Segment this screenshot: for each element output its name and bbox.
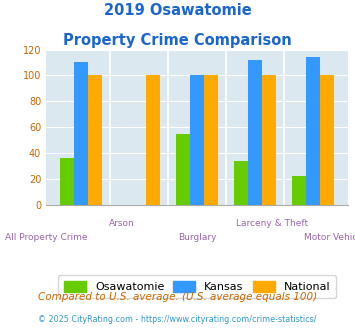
Text: © 2025 CityRating.com - https://www.cityrating.com/crime-statistics/: © 2025 CityRating.com - https://www.city… [38,315,317,324]
Text: 2019 Osawatomie: 2019 Osawatomie [104,3,251,18]
Bar [146,75,160,205]
Bar [88,75,102,205]
Text: Motor Vehicle Theft: Motor Vehicle Theft [304,233,355,242]
Bar [176,134,190,205]
Text: Arson: Arson [109,219,135,228]
Bar [320,75,334,205]
Bar [74,62,88,205]
Text: Larceny & Theft: Larceny & Theft [236,219,308,228]
Bar [234,161,248,205]
Text: Compared to U.S. average. (U.S. average equals 100): Compared to U.S. average. (U.S. average … [38,292,317,302]
Text: Burglary: Burglary [178,233,216,242]
Bar [190,75,204,205]
Bar [204,75,218,205]
Text: All Property Crime: All Property Crime [5,233,87,242]
Bar [292,176,306,205]
Bar [60,158,74,205]
Bar [306,57,320,205]
Text: Property Crime Comparison: Property Crime Comparison [63,33,292,48]
Bar [262,75,276,205]
Bar [248,60,262,205]
Legend: Osawatomie, Kansas, National: Osawatomie, Kansas, National [58,275,336,298]
